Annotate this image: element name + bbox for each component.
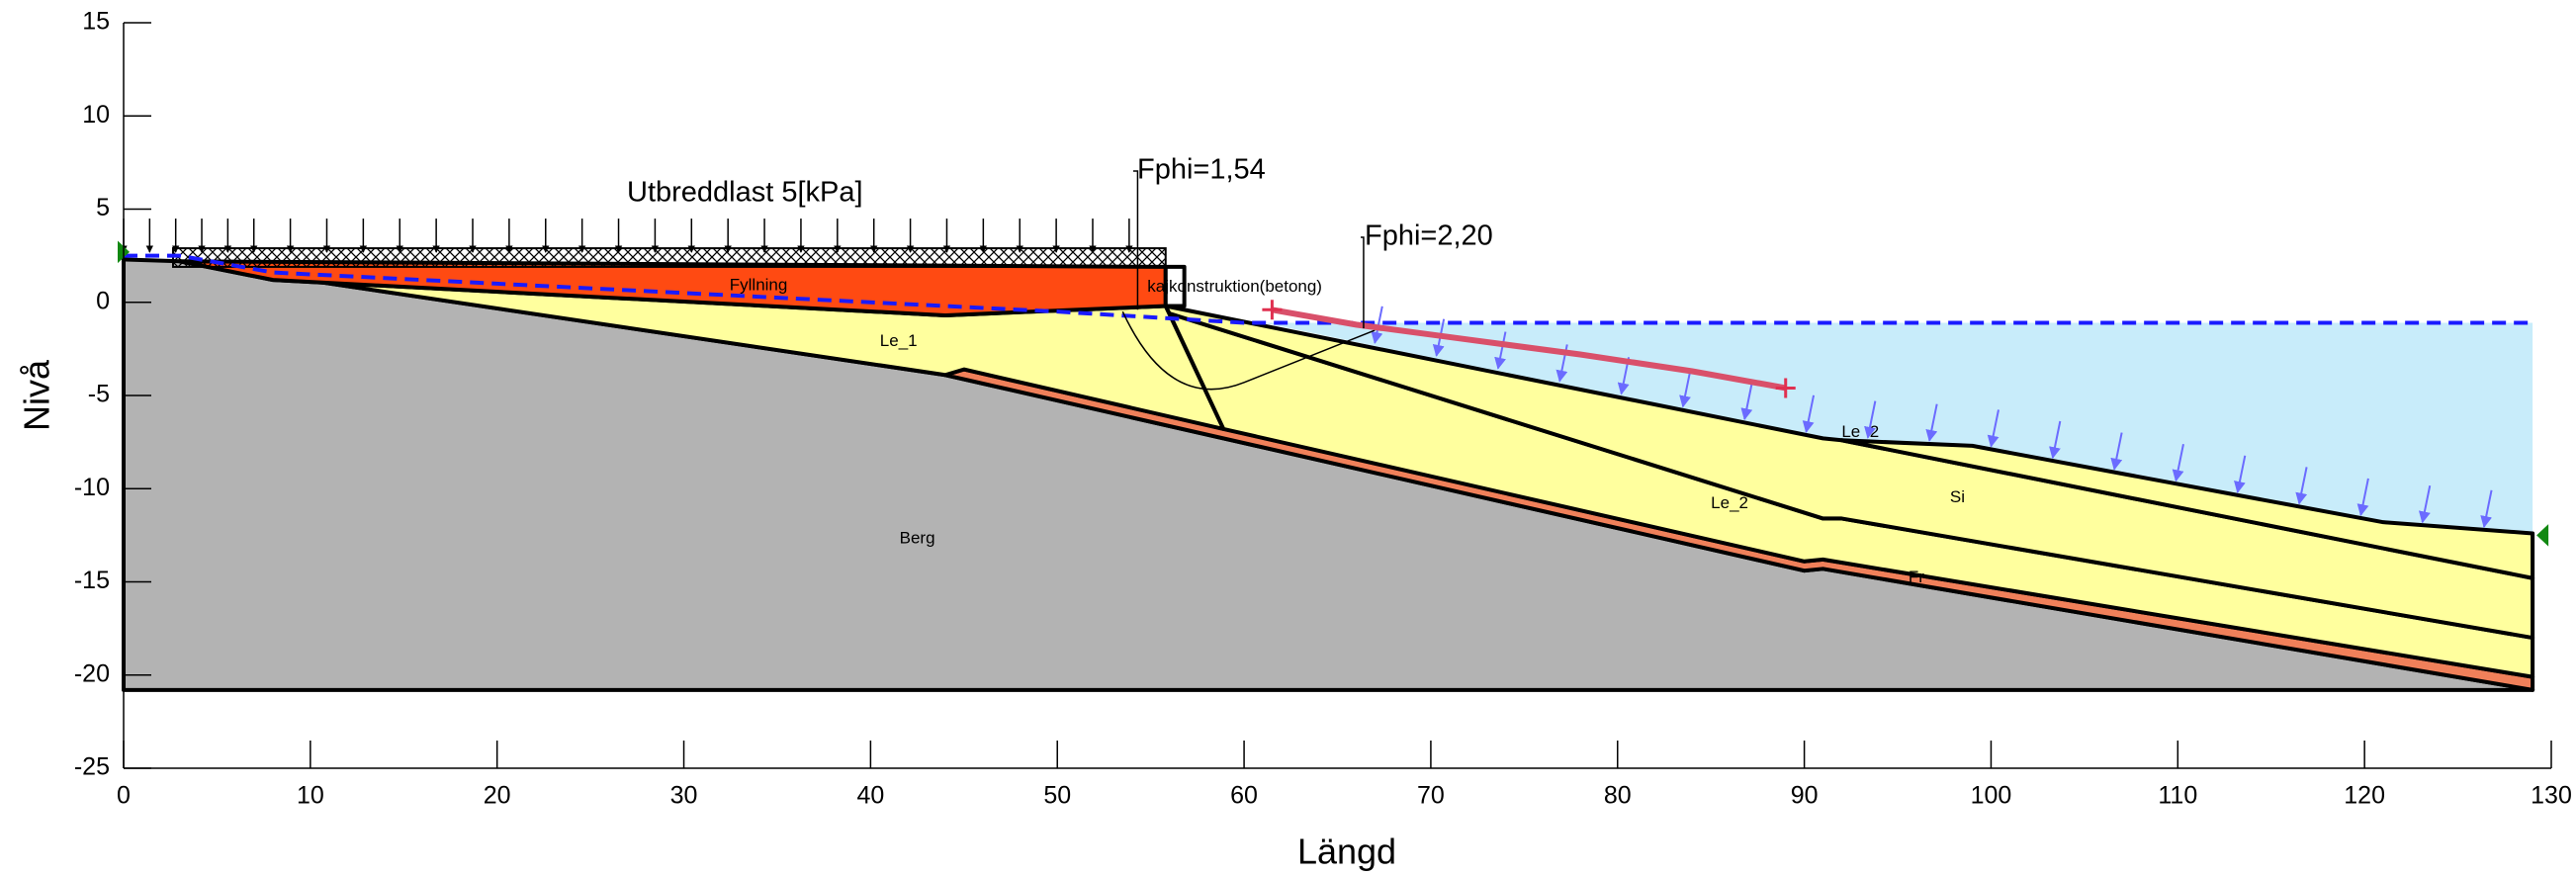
water-arrow [1802,394,1816,434]
y-tick-label: -20 [74,659,110,687]
layer-label: Le_1 [880,331,918,350]
x-tick-label: 20 [484,782,511,810]
layer-label: Le_2 [1841,422,1879,441]
water-arrow [2356,478,2369,517]
x-tick-label: 90 [1791,782,1819,810]
x-tick-label: 0 [117,782,131,810]
y-tick-label: -10 [74,474,110,501]
leader-line [1361,236,1365,329]
y-tick-label: -5 [88,381,110,408]
x-tick-label: 80 [1604,782,1632,810]
slip-end-mark [1262,300,1283,320]
water-arrow [2049,420,2062,460]
soil-layer [1163,304,2535,641]
layer-label: kajkonstruktion(betong) [1147,277,1322,296]
x-tick-label: 120 [2344,782,2385,810]
slip-surface [1271,307,1787,392]
y-tick-label: 0 [96,287,110,314]
x-tick-label: 50 [1043,782,1071,810]
soil-layer [1839,438,2535,580]
water-arrow [1679,369,1692,408]
y-tick-label: 10 [82,101,110,129]
x-tick-label: 70 [1417,782,1445,810]
water-arrow [1494,331,1507,370]
water-arrow [2480,489,2493,528]
load-label: Utbreddlast 5[kPa] [627,177,863,209]
x-tick-label: 60 [1230,782,1258,810]
layer-label: Fyllning [730,275,788,294]
slip-end-mark [1775,378,1796,398]
water-arrow [1864,400,1877,439]
x-tick-label: 100 [1971,782,2012,810]
water-arrow [2418,484,2432,524]
soil-layer [1163,264,1187,308]
water-arrow [1987,409,1999,448]
x-tick-label: 40 [856,782,884,810]
water-arrow [2234,455,2247,493]
water-arrow [1371,306,1383,345]
x-axis-title: Längd [1297,832,1396,872]
x-tick-label: 10 [297,782,324,810]
water-arrow [2172,443,2184,482]
water-arrow [2295,467,2308,505]
y-tick-label: -25 [74,753,110,781]
leader-line [1133,170,1139,310]
x-tick-label: 30 [670,782,698,810]
boundary-marker [2536,524,2549,547]
y-axis-title: Nivå [17,359,57,431]
x-tick-label: 130 [2531,782,2572,810]
layer-label: Berg [900,529,935,548]
water-arrow [1740,382,1753,421]
water-arrow [1925,403,1938,442]
layer-label: Fr [1909,568,1924,586]
slip-label: Fphi=1,54 [1137,154,1266,186]
y-tick-label: -15 [74,567,110,594]
slip-surface [1121,310,1376,391]
y-tick-label: 5 [96,194,110,221]
water-arrow [2110,432,2123,471]
slip-label: Fphi=2,20 [1365,220,1493,252]
layer-label: Si [1950,487,1965,506]
phreatic-line [124,253,2533,325]
y-tick-label: 15 [82,8,110,36]
x-tick-label: 110 [2158,782,2197,810]
surface-hatch [172,247,1167,268]
water [1262,322,2533,534]
layer-label: Le_2 [1711,493,1748,512]
